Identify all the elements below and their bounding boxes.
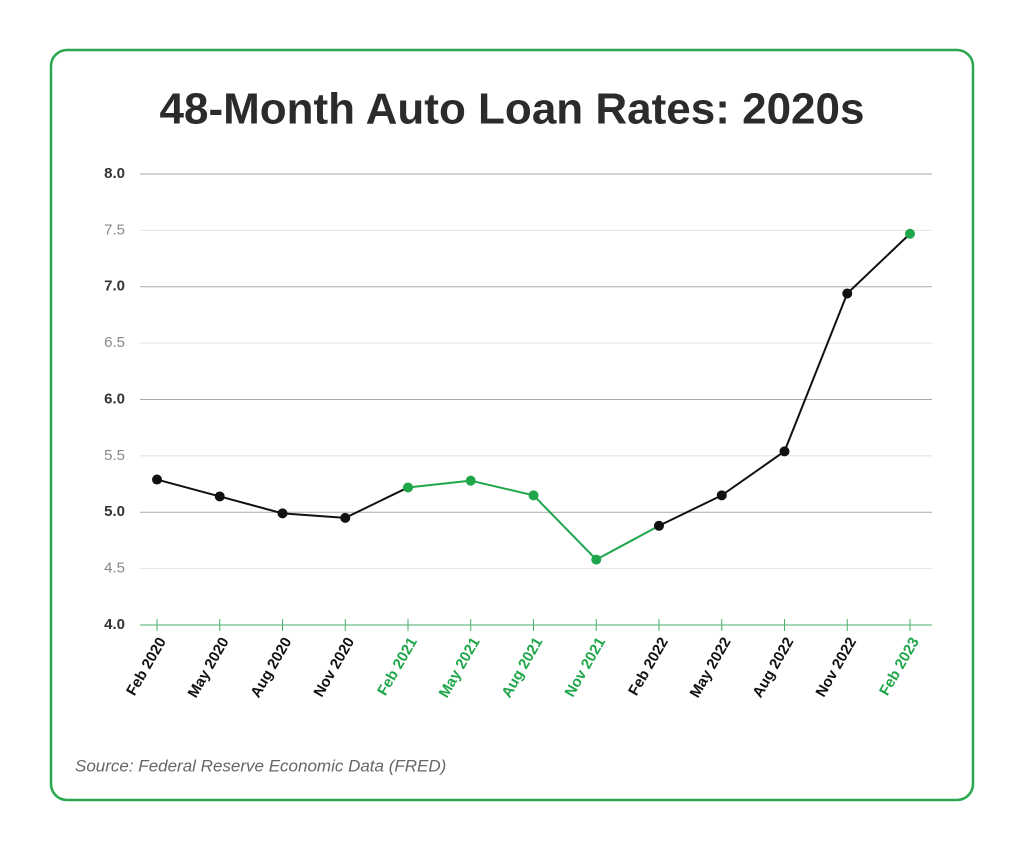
data-point	[905, 228, 915, 239]
data-point	[591, 554, 602, 565]
data-point	[779, 446, 790, 457]
data-point	[528, 490, 539, 501]
y-tick-label: 5.0	[104, 503, 125, 520]
line-segment	[470, 479, 534, 497]
line-segment	[532, 494, 597, 561]
line-segment	[595, 524, 660, 561]
source-note: Source: Federal Reserve Economic Data (F…	[75, 756, 446, 775]
line-segment	[219, 495, 283, 515]
y-tick-label: 5.5	[104, 447, 125, 464]
data-point	[152, 474, 162, 485]
chart-title: 48-Month Auto Loan Rates: 2020s	[160, 85, 865, 134]
line-segment	[156, 478, 221, 498]
data-point	[277, 508, 288, 519]
data-point	[654, 520, 664, 531]
line-segment	[344, 486, 409, 519]
line-segment	[721, 450, 786, 497]
y-tick-label: 7.5	[104, 221, 125, 238]
data-point	[465, 475, 476, 486]
data-point	[716, 490, 727, 501]
data-point	[403, 482, 413, 493]
frame	[49, 48, 975, 802]
line-segment	[658, 494, 723, 527]
data-point	[842, 288, 853, 299]
line-segment	[783, 293, 849, 452]
line-segment	[407, 479, 471, 489]
data-point	[214, 491, 225, 502]
y-tick-label: 7.0	[104, 278, 125, 295]
data-point	[340, 512, 351, 523]
y-tick-label: 4.5	[104, 560, 125, 577]
y-tick-label: 6.0	[104, 390, 125, 407]
y-tick-label: 4.0	[104, 616, 125, 633]
line-segment	[846, 233, 911, 295]
line-segment	[282, 512, 346, 519]
y-tick-label: 8.0	[104, 165, 125, 182]
y-tick-label: 6.5	[104, 334, 125, 351]
